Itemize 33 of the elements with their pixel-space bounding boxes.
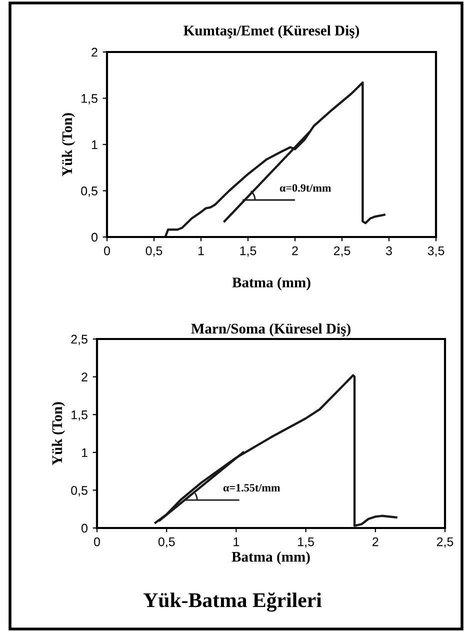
chart-title: Kumtaşı/Emet (Küresel Diş) xyxy=(184,25,360,38)
y-tick-label: 2 xyxy=(82,372,88,382)
y-tick-label: 1 xyxy=(92,140,98,150)
x-axis-title: Batma (mm) xyxy=(232,277,310,290)
y-tick-label: 1,5 xyxy=(82,94,98,104)
text: Yük-Batma Eğrileri xyxy=(143,592,322,612)
annotation: α=1.55t/mm xyxy=(223,484,280,492)
y-tick-label: 0 xyxy=(82,524,88,533)
annotation: α=0.9t/mm xyxy=(280,184,332,192)
x-tick-label: 2 xyxy=(292,246,298,256)
y-tick-label: 1,5 xyxy=(72,410,88,421)
x-tick-label: 2,5 xyxy=(334,246,350,257)
x-tick-label: 0,5 xyxy=(146,246,162,257)
x-tick-label: 0,5 xyxy=(158,537,175,548)
y-tick-label: 0,5 xyxy=(71,486,88,496)
y-tick-label: 2,5 xyxy=(71,334,88,346)
y-tick-label: 0,5 xyxy=(81,186,98,197)
x-tick-label: 2 xyxy=(372,537,378,546)
x-tick-label: 3 xyxy=(386,246,392,256)
chart-title: Marn/Soma (Küresel Diş) xyxy=(191,323,350,337)
x-tick-label: 2,5 xyxy=(436,537,454,548)
y-axis-title: Yük (Ton) xyxy=(62,113,76,176)
y-tick-label: 1 xyxy=(82,448,88,457)
x-tick-label: 1,5 xyxy=(240,246,256,257)
x-axis-title: Batma (mm) xyxy=(232,551,310,565)
x-tick-label: 3,5 xyxy=(428,246,444,257)
x-tick-label: 1 xyxy=(234,537,240,546)
y-tick-label: 2 xyxy=(92,48,98,57)
x-tick-label: 1 xyxy=(198,246,204,256)
y-tick-label: 0 xyxy=(92,232,98,242)
x-tick-label: 0 xyxy=(104,246,110,256)
y-axis-title: Yük (Ton) xyxy=(52,402,66,466)
x-tick-label: 1,5 xyxy=(298,537,314,548)
